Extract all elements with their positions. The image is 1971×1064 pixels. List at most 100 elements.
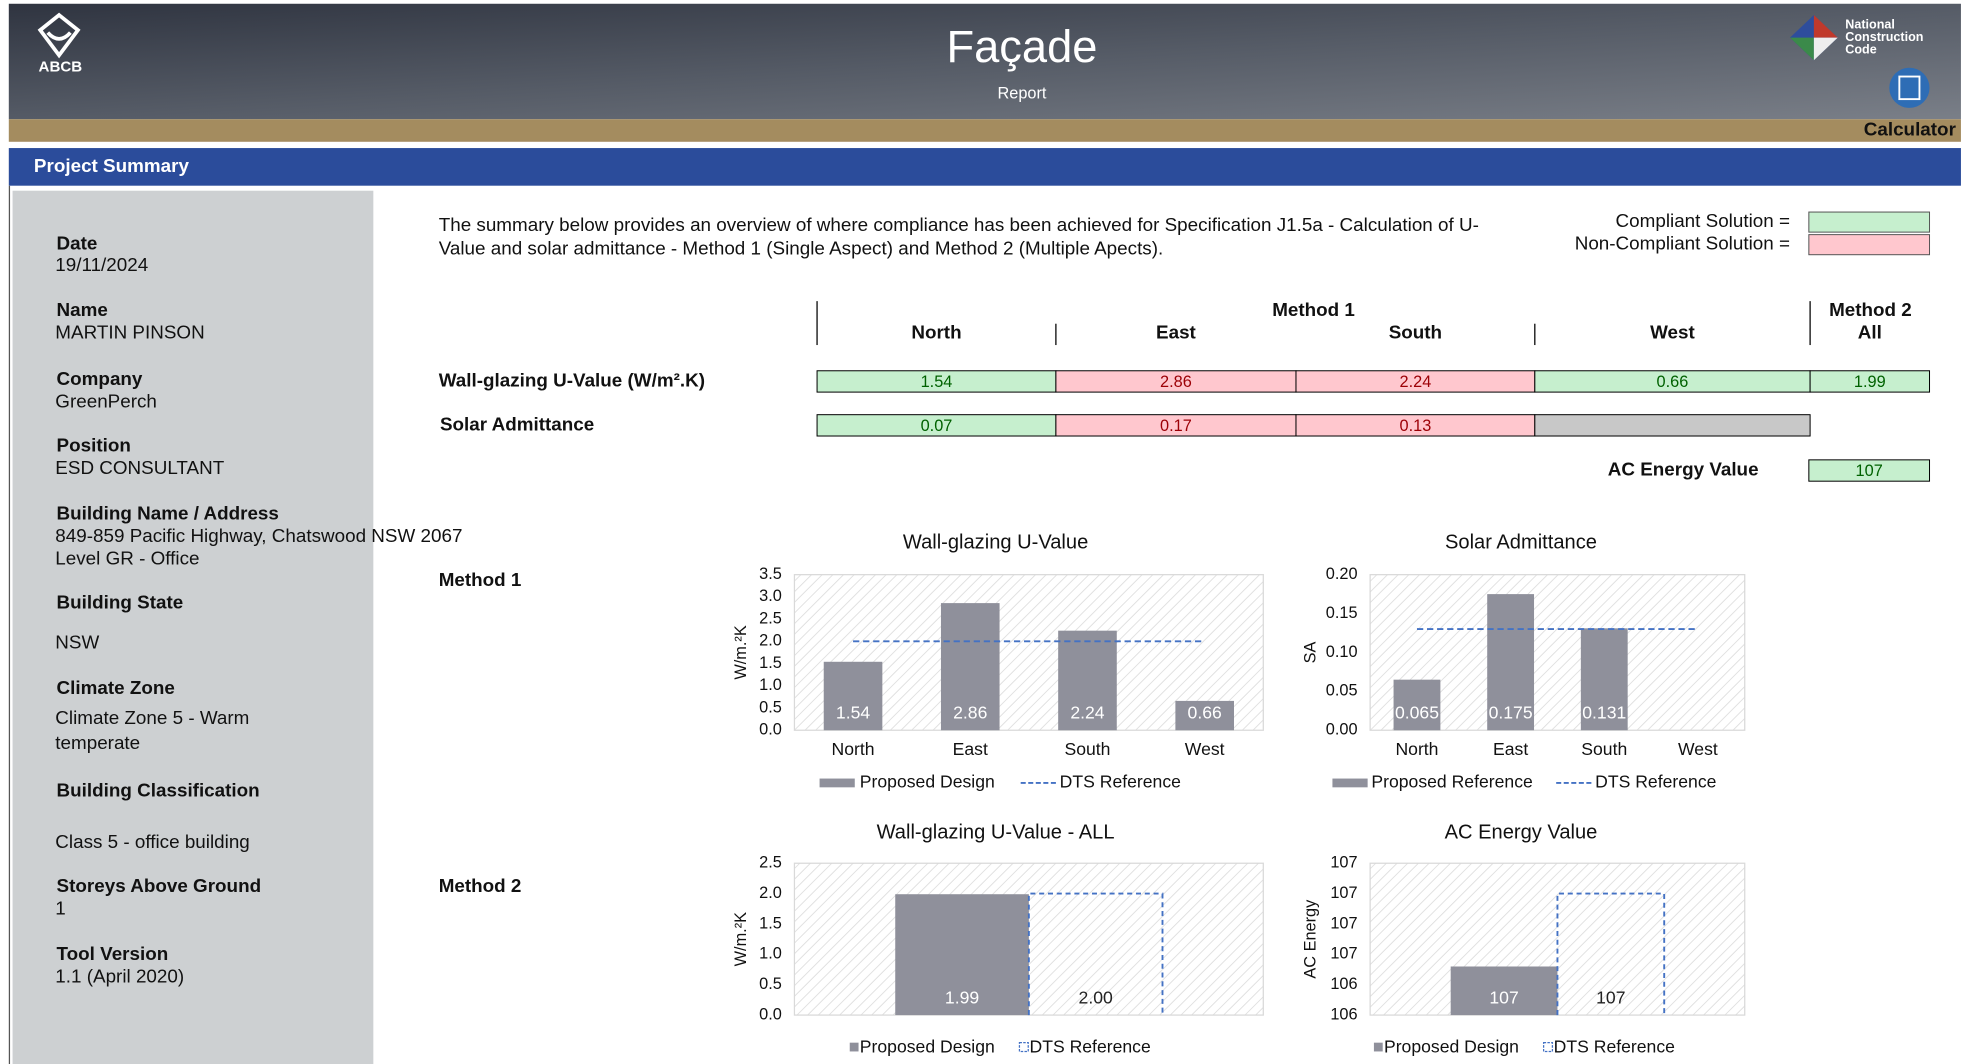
cell-value: 1.99: [1854, 373, 1886, 391]
x-tick-label: West: [1678, 739, 1718, 759]
chart-title: Solar Admittance: [1445, 532, 1597, 554]
cell-value: 0.07: [921, 417, 953, 435]
field-value: Class 5 - office building: [55, 831, 249, 852]
y-tick-label: 0.15: [1326, 604, 1358, 622]
y-axis-label: W/m.²K: [732, 625, 750, 679]
field-label: Tool Version: [57, 943, 169, 964]
cell-value: 107: [1856, 462, 1883, 480]
column-header: All: [1858, 322, 1882, 343]
value-label: 2.00: [1079, 987, 1113, 1007]
field-value: ESD CONSULTANT: [55, 457, 224, 478]
field-label: Building Name / Address: [57, 502, 279, 523]
section-title: Project Summary: [34, 155, 190, 176]
y-tick-label: 0.5: [759, 975, 782, 993]
field-label: Name: [57, 299, 108, 320]
value-label: 2.24: [1070, 703, 1104, 723]
field-value: Level GR - Office: [55, 548, 199, 569]
compliance-legend-label: Compliant Solution =: [1616, 210, 1790, 231]
y-tick-label: 2.0: [759, 884, 782, 902]
y-tick-label: 0.20: [1326, 565, 1358, 583]
cell-value: 0.17: [1160, 417, 1192, 435]
y-tick-label: 1.5: [759, 914, 782, 932]
y-tick-label: 107: [1330, 854, 1357, 872]
x-tick-label: South: [1581, 739, 1627, 759]
group-header: Method 2: [1829, 299, 1912, 320]
x-tick-label: North: [1395, 739, 1438, 759]
cell-value: 0.13: [1400, 417, 1432, 435]
legend-marker: [820, 779, 855, 788]
cell-value: 0.66: [1657, 373, 1689, 391]
field-label: Building Classification: [57, 780, 260, 801]
y-tick-label: 106: [1330, 975, 1357, 993]
group-header: Method 1: [1272, 299, 1355, 320]
page-title: Façade: [946, 21, 1097, 72]
y-tick-label: 2.5: [759, 854, 782, 872]
abcb-text: ABCB: [39, 59, 83, 76]
field-value: 19/11/2024: [55, 254, 148, 275]
compliance-swatch: [1809, 235, 1930, 255]
cell-value: 2.24: [1400, 373, 1432, 391]
table-cell: [1535, 415, 1810, 436]
legend-marker: [1332, 779, 1367, 788]
chart-title: Wall-glazing U-Value - ALL: [877, 821, 1115, 843]
field-label: Position: [57, 435, 131, 456]
value-label: 1.99: [945, 987, 979, 1007]
x-tick-label: South: [1064, 739, 1110, 759]
page: {"header": {"title": "Façade", "subtitle…: [0, 0, 1971, 1064]
field-label: Building State: [57, 591, 184, 612]
field-value: 1.1 (April 2020): [55, 965, 184, 986]
value-label: 0.175: [1489, 703, 1533, 723]
column-header: East: [1156, 322, 1197, 343]
y-tick-label: 0.05: [1326, 682, 1358, 700]
chart-title: AC Energy Value: [1445, 821, 1598, 843]
y-tick-label: 1.0: [759, 676, 782, 694]
page-canvas: Façade Report ABCB National Construction…: [0, 0, 1971, 1064]
method-label: Method 1: [439, 569, 522, 590]
value-label: 1.54: [836, 703, 870, 723]
y-tick-label: 107: [1330, 884, 1357, 902]
y-tick-label: 3.5: [759, 565, 782, 583]
compliance-legend-label: Non-Compliant Solution =: [1575, 233, 1790, 254]
compliance-swatch: [1809, 212, 1930, 232]
row-label: Wall-glazing U-Value (W/m².K): [439, 369, 705, 390]
y-tick-label: 1.5: [759, 654, 782, 672]
y-axis-label: W/m.²K: [732, 912, 750, 966]
column-header: South: [1389, 322, 1442, 343]
y-tick-label: 107: [1330, 945, 1357, 963]
x-tick-label: West: [1185, 739, 1225, 759]
cell-value: 2.86: [1160, 373, 1192, 391]
field-value: MARTIN PINSON: [55, 322, 204, 343]
legend-label: Proposed Design: [860, 1036, 995, 1056]
x-tick-label: East: [1493, 739, 1528, 759]
legend-label: Proposed Design: [1384, 1036, 1519, 1056]
y-axis-label: AC Energy: [1301, 899, 1319, 979]
field-label: Storeys Above Ground: [57, 875, 262, 896]
field-value: GreenPerch: [55, 391, 157, 412]
row-label: Solar Admittance: [440, 413, 594, 434]
legend-marker: [850, 1043, 859, 1052]
y-tick-label: 0.0: [759, 1005, 782, 1023]
row-label: AC Energy Value: [1608, 458, 1759, 479]
legend-marker: [1374, 1043, 1383, 1052]
value-label: 0.66: [1188, 703, 1222, 723]
legend-label: DTS Reference: [1554, 1036, 1675, 1056]
field-value: Climate Zone 5 - Warm: [55, 707, 249, 728]
y-tick-label: 0.10: [1326, 643, 1358, 661]
page-subtitle: Report: [997, 84, 1046, 102]
legend-marker: [1019, 1043, 1028, 1052]
field-value: 1: [55, 898, 65, 919]
value-label: 0.065: [1395, 703, 1439, 723]
legend-label: DTS Reference: [1060, 772, 1181, 792]
x-tick-label: East: [953, 739, 988, 759]
header-band: [9, 119, 1961, 142]
intro-text: Value and solar admittance - Method 1 (S…: [439, 238, 1164, 259]
y-tick-label: 0.0: [759, 721, 782, 739]
y-tick-label: 0.00: [1326, 721, 1358, 739]
field-value: 849-859 Pacific Highway, Chatswood NSW 2…: [55, 525, 462, 546]
y-tick-label: 0.5: [759, 698, 782, 716]
cell-value: 1.54: [921, 373, 953, 391]
field-label: Company: [57, 368, 143, 389]
field-value: temperate: [55, 732, 140, 753]
y-tick-label: 2.5: [759, 609, 782, 627]
y-tick-label: 107: [1330, 914, 1357, 932]
